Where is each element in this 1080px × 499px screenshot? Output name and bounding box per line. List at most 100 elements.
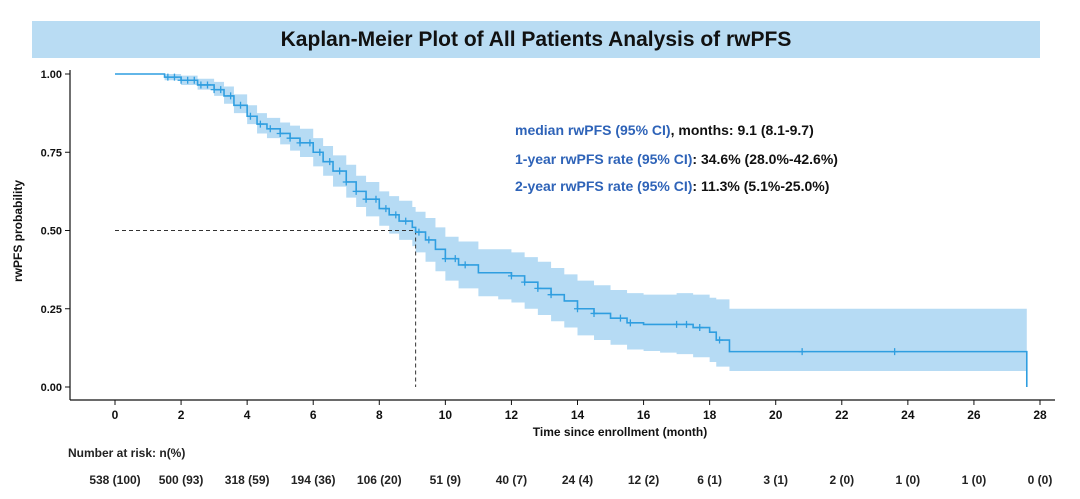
censor-mark xyxy=(286,134,294,142)
y-tick-label: 1.00 xyxy=(41,69,62,81)
x-tick-label: 12 xyxy=(505,408,519,422)
censor-mark xyxy=(276,129,284,137)
x-tick-label: 0 xyxy=(112,408,119,422)
annotation-1year-value: : 34.6% (28.0%-42.6%) xyxy=(692,151,838,167)
censor-mark xyxy=(237,101,245,109)
x-tick-label: 22 xyxy=(835,408,849,422)
censor-mark xyxy=(164,73,172,81)
y-tick-label: 0.50 xyxy=(41,226,62,238)
censor-mark xyxy=(402,217,410,225)
annotation-median-key: median rwPFS (95% CI) xyxy=(515,122,671,138)
chart-title: Kaplan-Meier Plot of All Patients Analys… xyxy=(280,27,792,51)
censor-mark xyxy=(574,305,581,313)
axes-layer: 0 2 4 6 8 10 12 14 16 18 20 22 24 26 280.000.250.500.7… xyxy=(11,69,1055,439)
censor-mark xyxy=(392,211,400,219)
censor-mark xyxy=(891,348,899,356)
risk-count: 40 (7) xyxy=(495,473,528,487)
censor-mark xyxy=(626,319,634,327)
censor-mark xyxy=(372,195,380,203)
censor-mark xyxy=(266,125,274,133)
censor-mark xyxy=(382,205,390,213)
censor-mark xyxy=(362,195,370,203)
x-tick-label: 4 xyxy=(244,408,251,422)
censor-mark xyxy=(616,314,624,322)
censor-mark xyxy=(316,148,324,156)
risk-count: 1 (0) xyxy=(961,473,987,487)
annotation-median: median rwPFS (95% CI), months: 9.1 (8.1-… xyxy=(515,122,814,138)
risk-count: 6 (1) xyxy=(697,473,722,487)
censor-mark xyxy=(197,81,205,89)
y-axis-label: rwPFS probability xyxy=(11,180,25,282)
confidence-band xyxy=(115,74,1027,372)
censor-marks-layer xyxy=(164,73,899,356)
confidence-band-layer xyxy=(115,74,1027,372)
y-tick-label: 0.75 xyxy=(41,147,62,159)
risk-count: 2 (0) xyxy=(829,473,855,487)
annotation-median-value: , months: 9.1 (8.1-9.7) xyxy=(670,122,814,138)
risk-table-title: Number at risk: n(%) xyxy=(68,446,186,460)
annotation-1year-key: 1-year rwPFS rate (95% CI) xyxy=(515,151,693,167)
censor-mark xyxy=(716,336,724,344)
censor-mark xyxy=(683,320,691,328)
y-tick-label: 0.00 xyxy=(41,382,62,394)
x-tick-label: 28 xyxy=(1033,408,1047,422)
censor-mark xyxy=(204,81,211,89)
annotation-2year-key: 2-year rwPFS rate (95% CI) xyxy=(515,178,693,194)
censor-mark xyxy=(415,228,423,236)
censor-mark xyxy=(246,112,254,120)
x-tick-label: 14 xyxy=(571,408,585,422)
annotation-2year-value: : 11.3% (5.1%-25.0%) xyxy=(692,178,830,194)
censor-mark xyxy=(177,76,185,84)
risk-count: 24 (4) xyxy=(561,473,594,487)
risk-count: 106 (20) xyxy=(356,473,402,487)
x-tick-label: 6 xyxy=(310,408,317,422)
annotation-1year: 1-year rwPFS rate (95% CI): 34.6% (28.0%… xyxy=(515,151,838,167)
censor-mark xyxy=(590,309,598,317)
median-reference-lines xyxy=(115,230,417,387)
x-tick-label: 20 xyxy=(769,408,783,422)
x-tick-label: 16 xyxy=(637,408,651,422)
censor-mark xyxy=(696,324,704,332)
censor-mark xyxy=(217,86,225,94)
x-axis-label: Time since enrollment (month) xyxy=(533,425,707,439)
risk-count: 12 (2) xyxy=(627,473,660,487)
risk-count: 3 (1) xyxy=(763,473,789,487)
censor-mark xyxy=(296,139,304,147)
risk-count: 51 (9) xyxy=(429,473,462,487)
chart-title-bar: Kaplan-Meier Plot of All Patients Analys… xyxy=(32,21,1040,58)
annotation-2year: 2-year rwPFS rate (95% CI): 11.3% (5.1%-… xyxy=(515,178,829,194)
censor-mark xyxy=(352,187,360,195)
censor-mark xyxy=(256,120,264,128)
x-tick-label: 26 xyxy=(967,408,981,422)
censor-mark xyxy=(336,167,344,175)
censor-mark xyxy=(451,255,459,263)
censor-mark xyxy=(521,278,529,286)
censor-mark xyxy=(798,348,806,356)
censor-mark xyxy=(534,284,542,292)
y-tick-label: 0.25 xyxy=(41,304,62,316)
x-tick-label: 24 xyxy=(901,408,915,422)
risk-count: 1 (0) xyxy=(895,473,921,487)
survival-curve xyxy=(115,73,1028,387)
survival-curve-layer xyxy=(115,73,1028,387)
censor-mark xyxy=(170,73,178,81)
x-tick-label: 2 xyxy=(178,408,185,422)
risk-count: 0 (0) xyxy=(1027,473,1053,487)
censor-mark xyxy=(190,76,198,84)
censor-mark xyxy=(673,320,681,328)
censor-mark xyxy=(441,255,449,263)
risk-count: 194 (36) xyxy=(290,473,336,487)
censor-mark xyxy=(227,92,235,100)
censor-mark xyxy=(461,261,469,269)
x-tick-label: 18 xyxy=(703,408,717,422)
risk-count: 318 (59) xyxy=(224,473,270,487)
risk-count: 538 (100) xyxy=(89,473,141,487)
risk-count: 500 (93) xyxy=(158,473,204,487)
censor-mark xyxy=(210,86,218,94)
censor-mark xyxy=(547,291,555,299)
censor-mark xyxy=(342,178,350,186)
censor-mark xyxy=(306,139,314,147)
censor-mark xyxy=(425,236,433,244)
censor-mark xyxy=(507,272,515,280)
